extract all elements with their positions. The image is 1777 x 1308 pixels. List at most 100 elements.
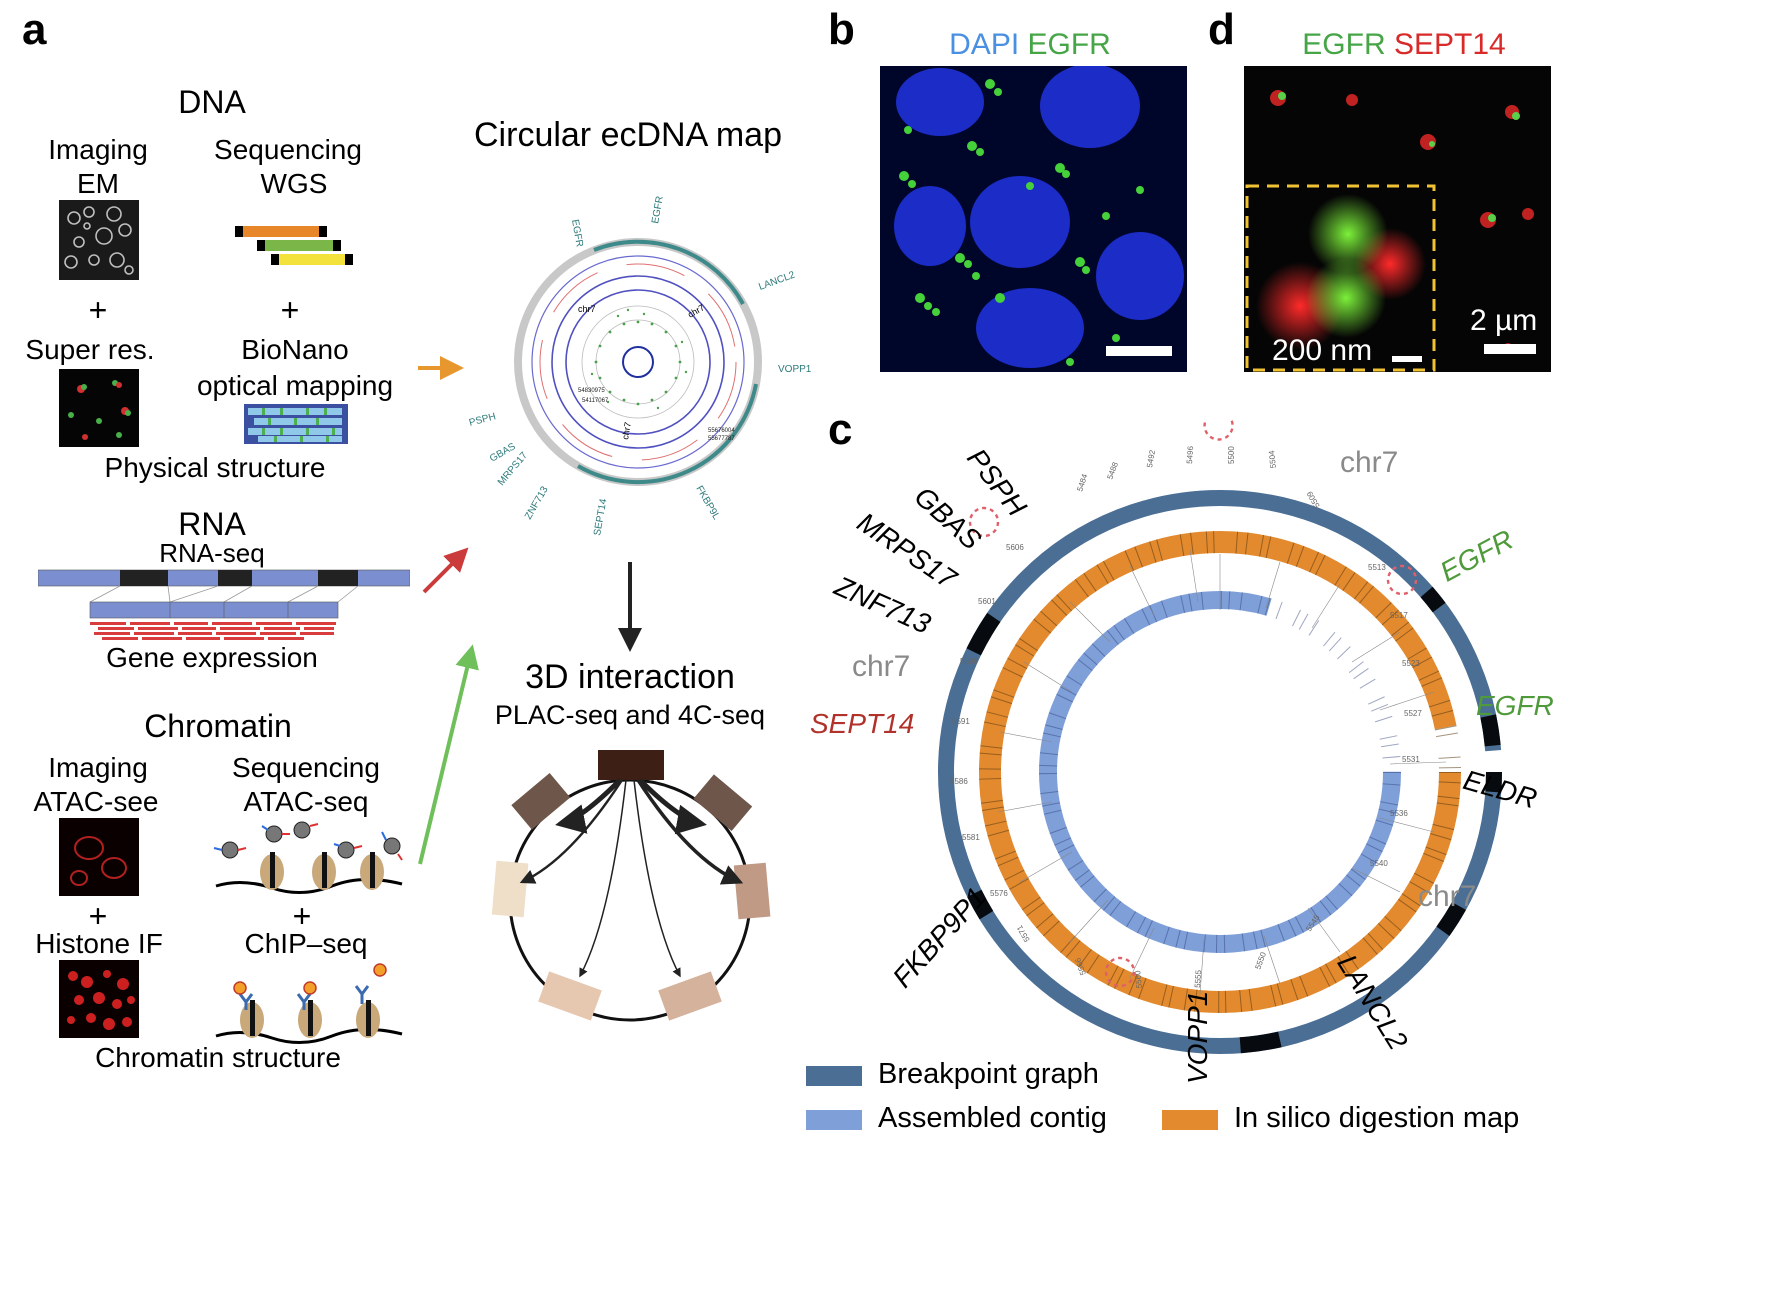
svg-text:5591: 5591 [952, 717, 970, 726]
svg-text:5560: 5560 [1133, 970, 1144, 989]
dna-imaging-label: Imaging [48, 134, 148, 165]
chromatin-plus-right: + [292, 898, 312, 934]
svg-text:5488: 5488 [1105, 460, 1120, 480]
panel-label-a: a [22, 5, 47, 54]
svg-text:5513: 5513 [1368, 563, 1386, 572]
svg-text:VOPP1: VOPP1 [778, 364, 812, 375]
svg-text:5523: 5523 [1402, 659, 1420, 668]
chip-seq-label: ChIP–seq [244, 928, 368, 959]
svg-text:5550: 5550 [1253, 950, 1268, 970]
legend-swatch-digestion [1162, 1110, 1218, 1130]
arrow-rna [422, 547, 469, 594]
svg-text:5601: 5601 [978, 597, 996, 606]
histone-if-label: Histone IF [35, 928, 163, 959]
dna-sequencing-label: Sequencing [214, 134, 362, 165]
dna-wgs-label: WGS [260, 168, 328, 199]
legend-swatch-contig [806, 1110, 862, 1130]
svg-text:EGFR: EGFR [650, 195, 666, 224]
svg-text:5536: 5536 [1390, 809, 1408, 818]
legend-label-digestion: In silico digestion map [1234, 1102, 1520, 1134]
arrow-chromatin [418, 644, 479, 865]
interaction-loop-diagram [491, 750, 771, 1022]
svg-text:5581: 5581 [962, 833, 980, 842]
egfr-sept14-micrograph [1244, 66, 1551, 372]
ecdna-assembly-circle: 5484 5488 5492 5496 5500 5504 5509 5513 … [938, 420, 1502, 1054]
svg-text:5492: 5492 [1145, 449, 1157, 469]
bionano-map [244, 404, 348, 444]
svg-text:5596: 5596 [960, 657, 978, 666]
svg-text:PSPH: PSPH [468, 411, 497, 429]
optical-mapping-label: optical mapping [196, 370, 394, 401]
svg-text:54117067: 54117067 [582, 398, 609, 404]
ecdna-circos-plot: chr7 chr7 chr7 54830975 54117067 5567600… [468, 195, 812, 537]
panel-d-title: EGFR SEPT14 [1302, 30, 1505, 60]
svg-text:5527: 5527 [1404, 709, 1422, 718]
svg-text:chr7: chr7 [578, 304, 596, 314]
panel-b-dapi-label: DAPI [949, 28, 1020, 61]
rna-seq-label: RNA-seq [159, 538, 265, 568]
histone-if-image [59, 960, 139, 1038]
legend-label-breakpoint: Breakpoint graph [878, 1058, 1099, 1090]
chromatin-title: Chromatin [144, 708, 292, 744]
svg-text:5531: 5531 [1402, 755, 1420, 764]
legend-label-contig: Assembled contig [878, 1102, 1107, 1134]
bionano-label: BioNano [241, 334, 349, 365]
chromatin-plus-left: + [88, 898, 108, 934]
svg-text:54830975: 54830975 [578, 388, 605, 394]
panel-b-egfr-label: EGFR [1027, 28, 1111, 61]
svg-text:LANCL2: LANCL2 [757, 269, 797, 292]
scale-bar-2um-label: 2 µm [1470, 304, 1538, 337]
panel-b-title: DAPI EGFR [949, 30, 1111, 60]
chip-seq-diagram [215, 963, 403, 1044]
interaction-subtitle: PLAC-seq and 4C-seq [494, 700, 766, 730]
wgs-reads-diagram [235, 226, 353, 265]
chromatin-imaging-label: Imaging [48, 752, 148, 783]
physical-structure-label: Physical structure [104, 452, 326, 483]
super-res-image [59, 369, 139, 447]
interaction-title: 3D interaction [525, 658, 735, 696]
svg-text:EGFR: EGFR [569, 219, 585, 248]
svg-text:5576: 5576 [990, 889, 1008, 898]
super-res-label: Super res. [25, 334, 155, 365]
panel-d-sept14-label: SEPT14 [1393, 28, 1506, 61]
svg-text:5571: 5571 [1015, 923, 1032, 943]
panel-label-d: d [1208, 5, 1235, 54]
gene-label-egfr-lower: EGFR [1476, 690, 1554, 721]
panel-label-b: b [828, 5, 855, 54]
svg-text:FKBP9L: FKBP9L [693, 484, 721, 522]
gene-expression-label: Gene expression [106, 642, 318, 673]
dna-plus-left: + [88, 292, 108, 328]
scale-bar-200nm-label: 200 nm [1272, 334, 1373, 367]
svg-text:5517: 5517 [1390, 611, 1408, 620]
ecdna-map-title: Circular ecDNA map [474, 116, 782, 154]
rna-seq-diagram [38, 569, 410, 640]
svg-text:5484: 5484 [1075, 472, 1089, 492]
rna-title: RNA [178, 506, 246, 542]
svg-text:5496: 5496 [1185, 445, 1195, 464]
panel-label-c: c [828, 405, 853, 454]
atac-see-image [59, 818, 139, 896]
svg-text:55677787: 55677787 [708, 436, 735, 442]
em-image [59, 200, 139, 280]
svg-text:5606: 5606 [1006, 543, 1024, 552]
gene-label-vopp1: VOPP1 [1182, 990, 1213, 1084]
chromatin-sequencing-label: Sequencing [232, 752, 380, 783]
panel-d-egfr-label: EGFR [1302, 28, 1386, 61]
svg-text:5504: 5504 [1267, 450, 1278, 469]
gene-label-sept14: SEPT14 [810, 708, 915, 739]
svg-text:SEPT14: SEPT14 [592, 498, 609, 537]
svg-text:5586: 5586 [950, 777, 968, 786]
dna-title: DNA [178, 84, 246, 120]
svg-text:5540: 5540 [1370, 859, 1388, 868]
dapi-egfr-micrograph [880, 66, 1187, 372]
svg-text:ZNF713: ZNF713 [523, 484, 551, 521]
svg-text:chr7: chr7 [620, 421, 633, 440]
chr7-label-top: chr7 [1340, 446, 1399, 479]
svg-text:55676004: 55676004 [708, 428, 735, 434]
atac-seq-label: ATAC-seq [243, 786, 369, 817]
svg-text:5555: 5555 [1193, 969, 1203, 988]
chr7-label-right: chr7 [1418, 880, 1477, 913]
atac-seq-diagram [213, 821, 403, 894]
legend-swatch-breakpoint [806, 1066, 862, 1086]
